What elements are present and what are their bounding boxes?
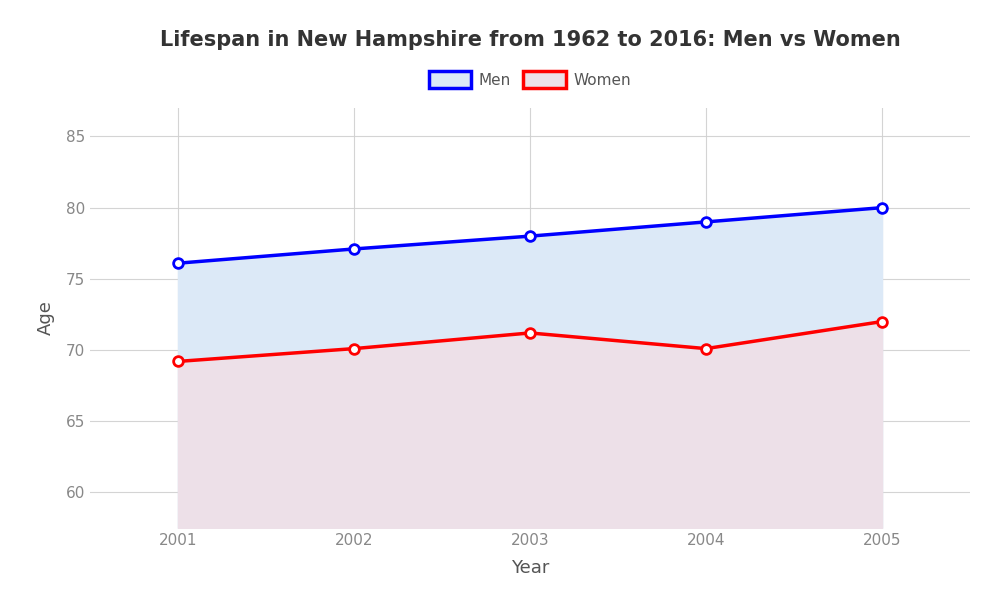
Y-axis label: Age: Age [37, 301, 55, 335]
X-axis label: Year: Year [511, 559, 549, 577]
Legend: Men, Women: Men, Women [422, 65, 638, 94]
Title: Lifespan in New Hampshire from 1962 to 2016: Men vs Women: Lifespan in New Hampshire from 1962 to 2… [160, 29, 900, 49]
